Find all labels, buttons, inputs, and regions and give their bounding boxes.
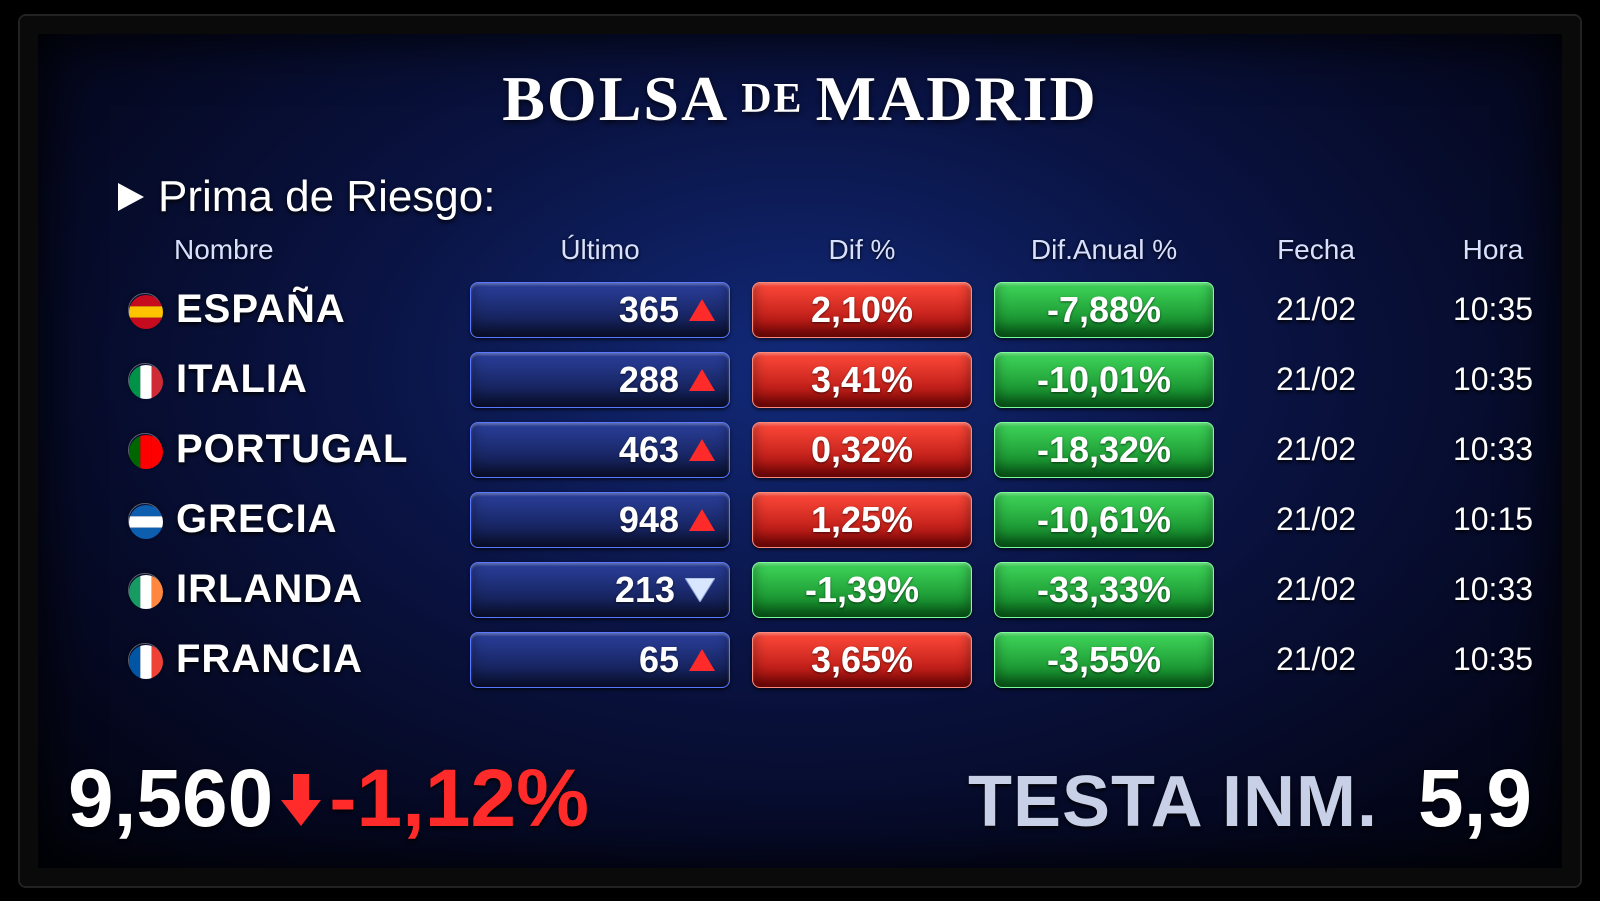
table-row-name: ESPAÑA [128,287,448,332]
table-row-name: ITALIA [128,357,448,402]
country-name: FRANCIA [176,637,363,682]
table-row-name: IRLANDA [128,567,448,612]
country-name: GRECIA [176,497,338,542]
ticker-symbol: TESTA INM. [968,761,1378,843]
row-time: 10:35 [1418,361,1568,398]
annual-pct-pill: -7,88% [994,282,1214,338]
last-value: 288 [619,359,679,401]
row-time: 10:35 [1418,641,1568,678]
country-name: ITALIA [176,357,308,402]
row-time: 10:35 [1418,291,1568,328]
country-name: PORTUGAL [176,427,408,472]
dif-pct: 2,10% [811,289,913,331]
row-time: 10:33 [1418,431,1568,468]
title-word-1: BOLSA [502,63,729,134]
arrow-up-icon [689,439,715,461]
dif-pct-pill: 3,65% [752,632,972,688]
dif-pct: 3,41% [811,359,913,401]
ticker-arrow-icon [273,774,329,826]
row-date: 21/02 [1236,361,1396,398]
col-header-ultimo: Último [470,234,730,268]
flag-icon [128,363,162,397]
board-title: BOLSA DE MADRID [38,62,1562,136]
annual-pct-pill: -10,61% [994,492,1214,548]
flag-icon [128,433,162,467]
dif-pct-pill: 1,25% [752,492,972,548]
row-date: 21/02 [1236,501,1396,538]
stock-board: BOLSA DE MADRID Prima de Riesgo: Nombre … [20,16,1580,886]
row-date: 21/02 [1236,291,1396,328]
annual-pct-pill: -3,55% [994,632,1214,688]
annual-pct: -7,88% [1047,289,1161,331]
dif-pct: 1,25% [811,499,913,541]
col-header-hora: Hora [1418,234,1568,268]
col-header-fecha: Fecha [1236,234,1396,268]
row-date: 21/02 [1236,571,1396,608]
table-row-name: PORTUGAL [128,427,448,472]
last-value: 65 [639,639,679,681]
arrow-up-icon [689,649,715,671]
col-header-anual: Dif.Anual % [994,234,1214,268]
annual-pct: -33,33% [1037,569,1171,611]
arrow-up-icon [689,299,715,321]
annual-pct: -18,32% [1037,429,1171,471]
last-value: 213 [615,569,675,611]
row-date: 21/02 [1236,431,1396,468]
title-de: DE [735,76,809,122]
annual-pct: -10,61% [1037,499,1171,541]
dif-pct-pill: 0,32% [752,422,972,478]
dif-pct: 0,32% [811,429,913,471]
annual-pct-pill: -10,01% [994,352,1214,408]
subtitle-text: Prima de Riesgo: [158,172,495,222]
flag-icon [128,643,162,677]
last-value-pill: 365 [470,282,730,338]
table-row-name: GRECIA [128,497,448,542]
dif-pct-pill: 2,10% [752,282,972,338]
country-name: ESPAÑA [176,287,346,332]
last-value-pill: 463 [470,422,730,478]
country-name: IRLANDA [176,567,363,612]
row-date: 21/02 [1236,641,1396,678]
last-value-pill: 288 [470,352,730,408]
last-value: 463 [619,429,679,471]
ticker-pct: -1,12% [329,752,589,846]
last-value-pill: 213 [470,562,730,618]
section-subtitle: Prima de Riesgo: [118,172,1562,222]
last-value-pill: 948 [470,492,730,548]
annual-pct-pill: -33,33% [994,562,1214,618]
ticker-bar: 9,560 -1,12% TESTA INM. 5,9 [38,752,1562,846]
arrow-up-icon [689,369,715,391]
last-value: 365 [619,289,679,331]
col-header-nombre: Nombre [128,234,448,268]
play-icon [118,183,144,211]
arrow-up-icon [689,509,715,531]
row-time: 10:15 [1418,501,1568,538]
dif-pct-pill: 3,41% [752,352,972,408]
last-value: 948 [619,499,679,541]
last-value-pill: 65 [470,632,730,688]
annual-pct-pill: -18,32% [994,422,1214,478]
ticker-price: 5,9 [1418,752,1532,846]
title-word-2: MADRID [816,63,1098,134]
col-header-dif: Dif % [752,234,972,268]
row-time: 10:33 [1418,571,1568,608]
flag-icon [128,573,162,607]
dif-pct: -1,39% [805,569,919,611]
table-row-name: FRANCIA [128,637,448,682]
annual-pct: -10,01% [1037,359,1171,401]
arrow-down-icon [685,578,715,602]
flag-icon [128,293,162,327]
flag-icon [128,503,162,537]
dif-pct: 3,65% [811,639,913,681]
annual-pct: -3,55% [1047,639,1161,681]
ticker-index: 9,560 [68,752,273,846]
risk-premium-table: Nombre Último Dif % Dif.Anual % Fecha Ho… [128,234,1492,688]
dif-pct-pill: -1,39% [752,562,972,618]
